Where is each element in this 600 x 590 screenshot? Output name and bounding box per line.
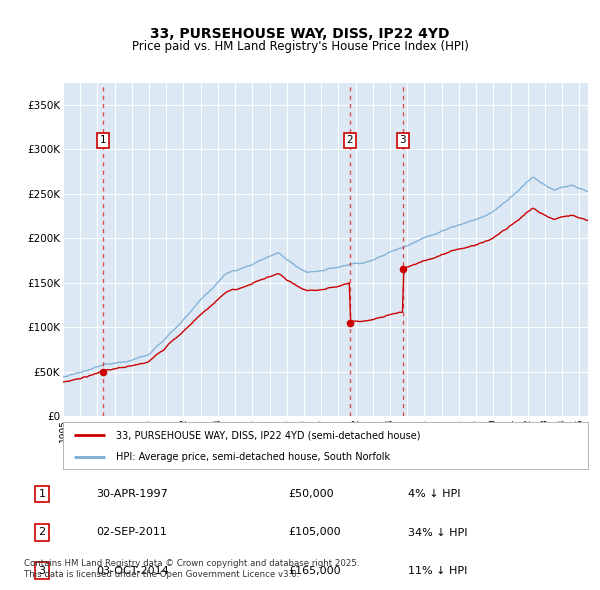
Text: 3: 3 — [400, 135, 406, 145]
Text: Price paid vs. HM Land Registry's House Price Index (HPI): Price paid vs. HM Land Registry's House … — [131, 40, 469, 53]
Text: 1: 1 — [100, 135, 106, 145]
Text: £165,000: £165,000 — [288, 566, 341, 576]
Text: 02-SEP-2011: 02-SEP-2011 — [96, 527, 167, 537]
Text: 34% ↓ HPI: 34% ↓ HPI — [408, 527, 467, 537]
Text: 2: 2 — [38, 527, 46, 537]
Text: £50,000: £50,000 — [288, 489, 334, 499]
Text: Contains HM Land Registry data © Crown copyright and database right 2025.
This d: Contains HM Land Registry data © Crown c… — [24, 559, 359, 579]
Text: 03-OCT-2014: 03-OCT-2014 — [96, 566, 169, 576]
Text: £105,000: £105,000 — [288, 527, 341, 537]
Text: 11% ↓ HPI: 11% ↓ HPI — [408, 566, 467, 576]
Text: 30-APR-1997: 30-APR-1997 — [96, 489, 168, 499]
Text: 2: 2 — [347, 135, 353, 145]
Text: 3: 3 — [38, 566, 46, 576]
Text: 33, PURSEHOUSE WAY, DISS, IP22 4YD (semi-detached house): 33, PURSEHOUSE WAY, DISS, IP22 4YD (semi… — [115, 430, 420, 440]
Text: HPI: Average price, semi-detached house, South Norfolk: HPI: Average price, semi-detached house,… — [115, 453, 389, 462]
Text: 1: 1 — [38, 489, 46, 499]
Text: 33, PURSEHOUSE WAY, DISS, IP22 4YD: 33, PURSEHOUSE WAY, DISS, IP22 4YD — [150, 27, 450, 41]
Text: 4% ↓ HPI: 4% ↓ HPI — [408, 489, 461, 499]
